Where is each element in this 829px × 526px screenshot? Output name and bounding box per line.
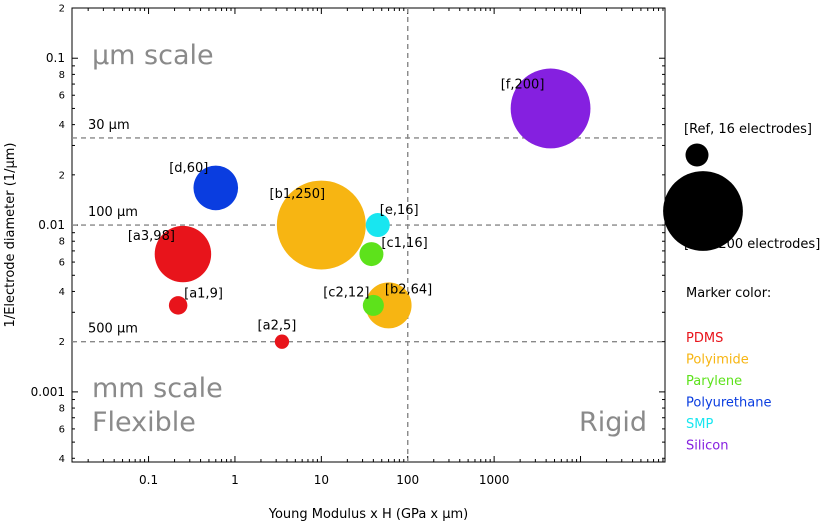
region-label: mm scale xyxy=(92,373,223,404)
color-legend-entry: SMP xyxy=(686,417,713,432)
region-label: µm scale xyxy=(92,40,214,71)
color-legend-entry: Silicon xyxy=(686,439,728,454)
data-point xyxy=(359,242,384,267)
data-point-label: [a3,98] xyxy=(128,229,175,244)
data-point-label: [b1,250] xyxy=(270,187,326,202)
size-legend-marker xyxy=(663,171,743,251)
data-point-label: [a1,9] xyxy=(184,286,223,301)
data-point xyxy=(365,213,390,238)
size-legend-label: [Ref, 200 electrodes] xyxy=(684,237,820,252)
x-tick-label: 1 xyxy=(231,473,239,487)
data-point-label: [c1,16] xyxy=(381,236,427,251)
y-minor-tick-label: 8 xyxy=(59,237,65,248)
y-minor-tick-label: 2 xyxy=(59,170,65,181)
y-minor-tick-label: 6 xyxy=(59,91,65,102)
y-minor-tick-label: 6 xyxy=(59,424,65,435)
data-point-label: [a2,5] xyxy=(258,319,297,334)
y-minor-tick-label: 8 xyxy=(59,70,65,81)
data-point-label: [b2,64] xyxy=(385,282,432,297)
data-point xyxy=(362,294,384,316)
data-point-label: [c2,12] xyxy=(323,285,369,300)
y-minor-tick-label: 6 xyxy=(59,258,65,269)
reference-line-label: 100 µm xyxy=(88,205,138,220)
x-tick-label: 0.1 xyxy=(139,473,158,487)
x-tick-label: 10 xyxy=(314,473,329,487)
x-axis-label: Young Modulus x H (GPa x µm) xyxy=(268,507,469,522)
color-legend-entry: PDMS xyxy=(686,331,723,346)
reference-line-label: 500 µm xyxy=(88,322,138,337)
data-point xyxy=(274,334,290,349)
y-minor-tick-label: 4 xyxy=(59,454,65,465)
region-label: Rigid xyxy=(579,407,647,438)
y-minor-tick-label: 2 xyxy=(59,4,65,15)
y-minor-tick-label: 2 xyxy=(59,337,65,348)
x-tick-label: 100 xyxy=(396,473,419,487)
data-point-label: [e,16] xyxy=(380,203,419,218)
data-point xyxy=(154,225,212,283)
size-legend-label: [Ref, 16 electrodes] xyxy=(684,122,812,137)
color-legend-entry: Polyimide xyxy=(686,353,749,368)
y-tick-label: 0.1 xyxy=(46,51,65,65)
size-legend-marker xyxy=(685,143,709,167)
data-point xyxy=(365,282,412,329)
data-point xyxy=(193,165,239,211)
x-tick-label: 1000 xyxy=(479,473,510,487)
plot-frame xyxy=(71,7,666,463)
y-minor-tick-label: 8 xyxy=(59,404,65,415)
y-minor-tick-label: 4 xyxy=(59,120,65,131)
reference-line-label: 30 µm xyxy=(88,118,130,133)
color-legend-title: Marker color: xyxy=(686,286,771,301)
data-point xyxy=(510,68,591,149)
y-minor-tick-label: 4 xyxy=(59,287,65,298)
y-tick-label: 0.01 xyxy=(38,218,65,232)
data-point-label: [f,200] xyxy=(501,77,545,92)
y-axis-label: 1/Electrode diameter (1/µm) xyxy=(3,143,18,328)
data-point-label: [d,60] xyxy=(169,161,208,176)
color-legend-entry: Polyurethane xyxy=(686,396,771,411)
data-point xyxy=(168,296,188,315)
color-legend-entry: Parylene xyxy=(686,374,742,389)
data-point xyxy=(276,180,366,270)
region-label: Flexible xyxy=(92,407,196,438)
y-tick-label: 0.001 xyxy=(31,385,65,399)
